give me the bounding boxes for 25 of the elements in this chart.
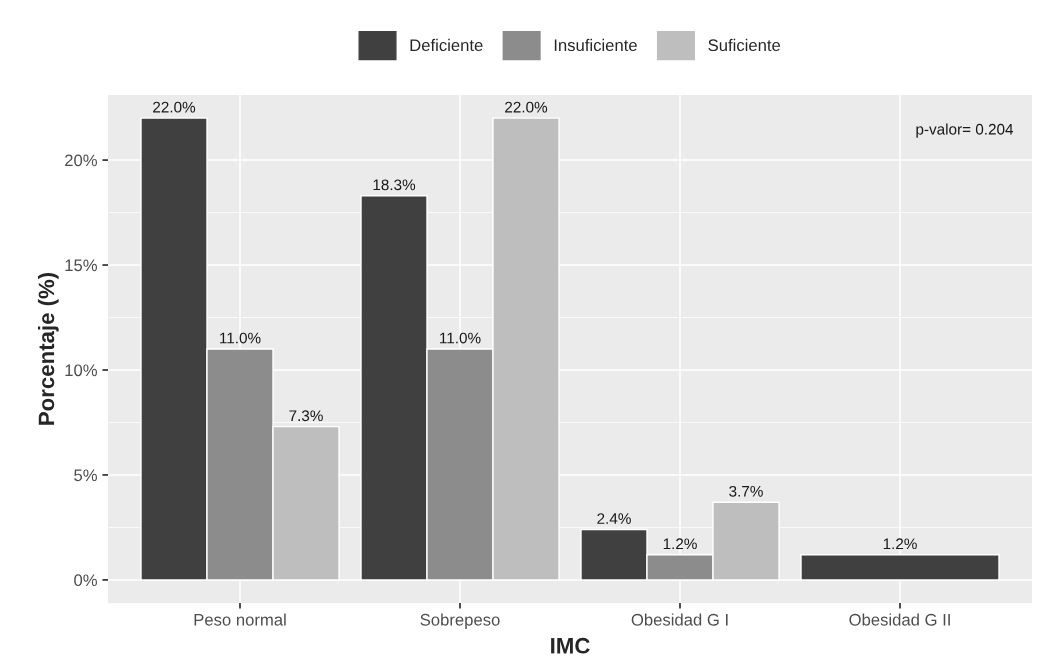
x-tick-label: Obesidad G II <box>849 613 950 626</box>
data-label: 11.0% <box>440 332 481 344</box>
y-tick-label: 10% <box>65 364 97 377</box>
x-tick-label: Sobrepeso <box>420 613 500 629</box>
data-label: 18.3% <box>373 179 416 191</box>
data-label: 22.0% <box>505 101 548 113</box>
data-label: 3.7% <box>729 485 763 497</box>
legend-label: Suficiente <box>708 38 781 52</box>
data-label: 22.0% <box>153 101 196 113</box>
data-label: 2.4% <box>597 513 631 524</box>
annotation: p-valor= 0.204 <box>916 123 1014 138</box>
y-tick-label: 20% <box>65 154 97 167</box>
x-tick-label: Peso normal <box>194 613 286 626</box>
y-tick-label: 5% <box>74 469 97 482</box>
x-axis-title: IMC <box>551 637 590 654</box>
y-tick-label: 15% <box>65 259 97 272</box>
data-label: 11.0% <box>220 332 261 344</box>
x-tick-label: Obesidad G I <box>631 613 728 626</box>
y-tick-label: 0% <box>74 574 97 587</box>
legend-label: Deficiente <box>410 38 483 52</box>
y-axis-title: Porcentaje (%) <box>37 272 59 425</box>
data-label: 1.2% <box>663 538 697 550</box>
legend-label: Insuficiente <box>554 38 637 52</box>
data-label: 1.2% <box>883 538 917 550</box>
data-label: 7.3% <box>289 410 323 422</box>
